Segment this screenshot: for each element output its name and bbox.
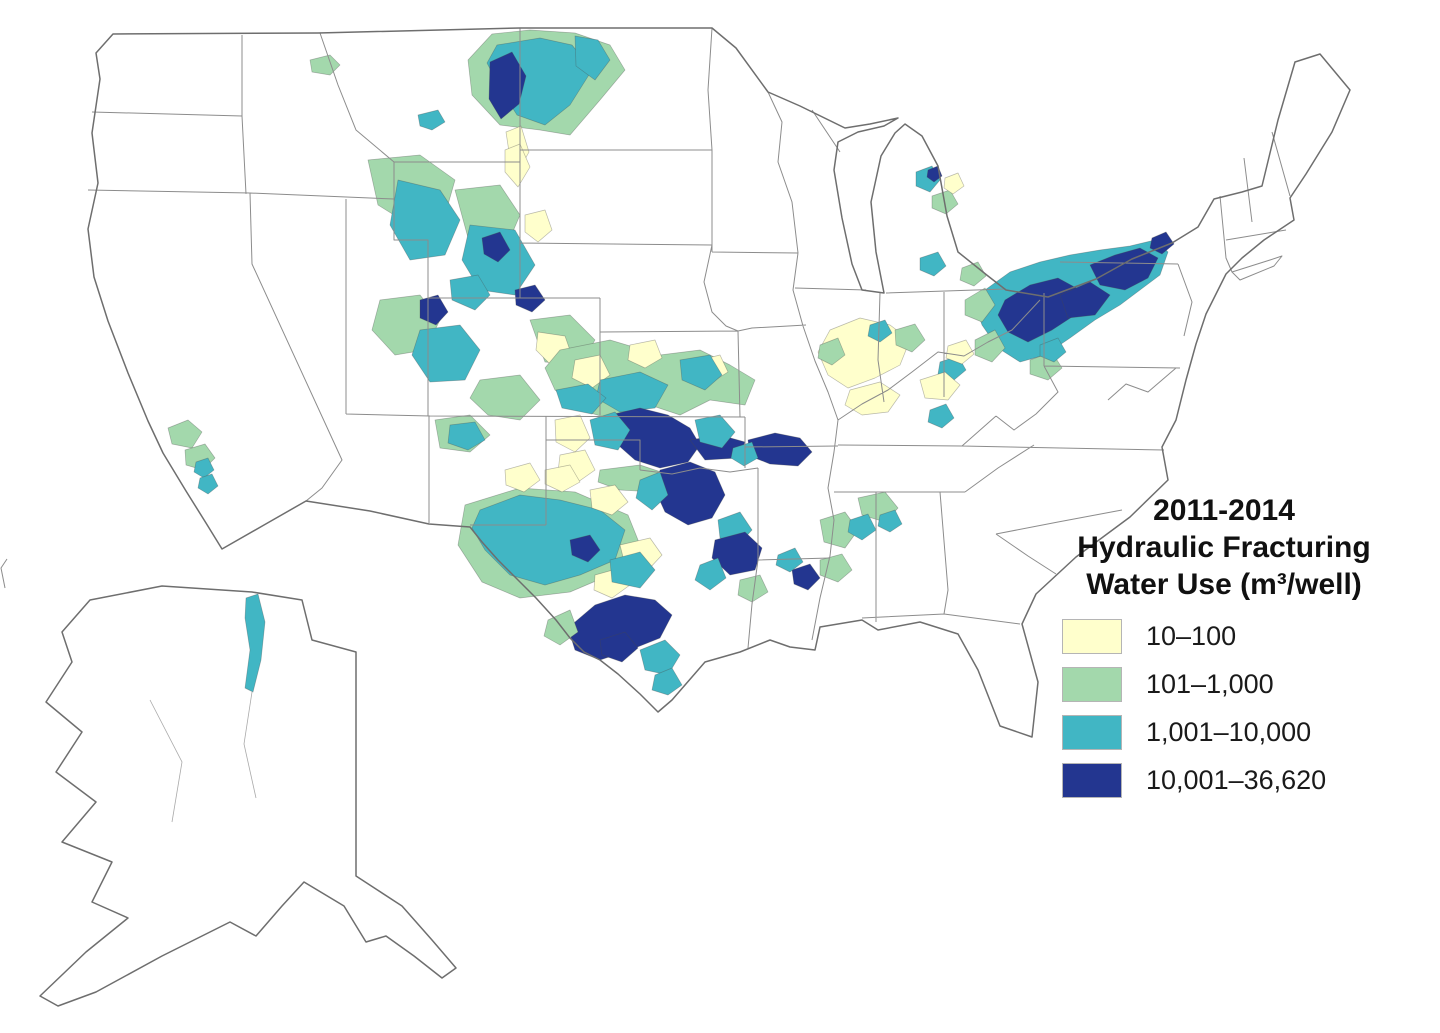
alaska-outline (39, 585, 457, 1007)
watershed-area (544, 464, 581, 493)
watershed-area (959, 261, 987, 287)
watershed-area (635, 471, 669, 511)
watershed-area (504, 143, 531, 188)
watershed-area (599, 631, 639, 663)
watershed-area (417, 109, 446, 131)
watershed-area (555, 383, 607, 415)
watershed-area (651, 667, 683, 696)
region-california (167, 419, 219, 495)
watershed-area (569, 534, 601, 563)
watershed-area (471, 494, 626, 586)
legend-label: 1,001–10,000 (1146, 717, 1312, 747)
legend-row: 10–100 (1062, 619, 1396, 654)
watershed-area (894, 323, 926, 353)
contiguous-us-outline (87, 27, 1351, 738)
watershed-area (737, 574, 769, 603)
watershed-area (488, 51, 527, 120)
watershed-area (411, 324, 481, 383)
watershed-area (819, 553, 853, 583)
watershed-area (877, 509, 903, 533)
watershed-area (469, 374, 541, 421)
legend-title: 2011-2014 Hydraulic Fracturing Water Use… (1052, 492, 1396, 603)
map-edge-fragment (0, 558, 8, 589)
region-eagle-ford (543, 594, 683, 696)
long-island (1231, 255, 1283, 281)
alaska-river-lines (149, 691, 257, 823)
watershed-area (694, 414, 736, 449)
region-west-texas (457, 462, 641, 599)
watershed-area (524, 209, 553, 243)
watershed-area (589, 484, 629, 516)
watershed-area (847, 513, 877, 541)
watershed-area (945, 339, 975, 365)
watershed-area (447, 421, 486, 451)
region-bakken (309, 29, 626, 171)
watershed-area (791, 563, 821, 591)
legend-row: 10,001–36,620 (1062, 763, 1396, 798)
watershed-area (997, 277, 1081, 343)
legend-swatch-class-2 (1062, 667, 1122, 702)
watershed-area (775, 547, 804, 573)
watershed-area (481, 231, 511, 263)
watershed-area (919, 371, 961, 401)
region-gulf-coast (775, 491, 903, 591)
watershed-area (1089, 247, 1159, 291)
legend-swatch-class-1 (1062, 619, 1122, 654)
watershed-area (167, 419, 203, 449)
watershed-area (609, 551, 656, 589)
legend-row: 1,001–10,000 (1062, 715, 1396, 750)
watershed-area (244, 593, 266, 693)
watershed-area (574, 35, 611, 81)
watershed-area (867, 319, 893, 343)
watershed-area (711, 531, 763, 576)
watershed-area (627, 339, 663, 369)
legend-label: 10,001–36,620 (1146, 765, 1327, 795)
legend-label: 101–1,000 (1146, 669, 1274, 699)
watershed-area (197, 473, 219, 495)
watershed-area (919, 251, 947, 277)
legend-title-line-3: Water Use (m³/well) (1086, 568, 1362, 601)
watershed-area (974, 329, 1006, 363)
legend: 2011-2014 Hydraulic Fracturing Water Use… (1052, 492, 1396, 812)
watershed-area (679, 354, 723, 391)
alaska (39, 585, 457, 1007)
legend-rows: 10–100 101–1,000 1,001–10,000 10,001–36,… (1052, 619, 1396, 798)
alaska-fill (40, 586, 456, 1006)
watershed-area (639, 639, 681, 676)
watershed-area (943, 172, 965, 195)
watershed-area (449, 274, 491, 311)
legend-title-line-1: 2011-2014 (1153, 494, 1295, 527)
state-borders (87, 27, 1291, 649)
watershed-area (1039, 337, 1067, 363)
watershed-area (554, 414, 591, 453)
region-appalachian (945, 231, 1175, 381)
legend-row: 101–1,000 (1062, 667, 1396, 702)
legend-swatch-class-3 (1062, 715, 1122, 750)
watershed-area (927, 403, 955, 429)
watershed-area (419, 294, 449, 326)
region-michigan (915, 165, 965, 277)
legend-title-line-2: Hydraulic Fracturing (1077, 531, 1371, 564)
legend-label: 10–100 (1146, 621, 1237, 651)
watershed-area (694, 557, 727, 591)
legend-swatch-class-4 (1062, 763, 1122, 798)
watershed-area (567, 594, 673, 661)
watershed-area (817, 337, 846, 366)
watershed-area (1149, 231, 1175, 255)
watershed-area (504, 462, 541, 493)
watershed-area (1059, 281, 1111, 319)
region-central-texas (593, 461, 769, 603)
watershed-area (819, 511, 859, 549)
watershed-area (193, 457, 215, 479)
region-midcontinent (544, 339, 756, 493)
